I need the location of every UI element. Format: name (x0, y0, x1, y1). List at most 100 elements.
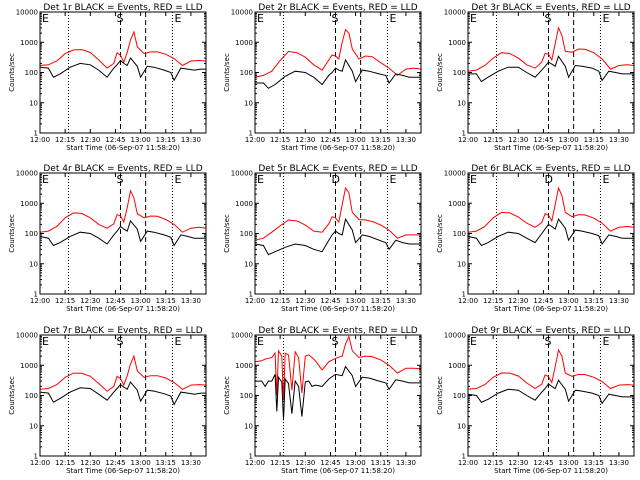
end-marker-label: E (602, 335, 609, 348)
lld-series-line (39, 354, 207, 392)
start-marker-label: E (470, 12, 477, 25)
x-tick-label: 13:15 (371, 136, 391, 144)
y-tick-label: 100 (240, 392, 253, 400)
events-series-line (255, 365, 421, 421)
x-tick-label: 13:00 (131, 297, 151, 305)
x-tick-label: 12:45 (533, 297, 553, 305)
y-tick-label: 1000 (20, 362, 38, 370)
start-marker-label: E (42, 12, 49, 25)
panel-title: Det 6r BLACK = Events, RED = LLD (471, 164, 630, 174)
x-tick-label: 13:15 (156, 136, 176, 144)
y-axis-label: Counts/sec (8, 214, 16, 253)
x-tick-label: 13:00 (346, 136, 366, 144)
plot-frame (39, 172, 207, 295)
x-tick-label: 13:00 (346, 459, 366, 467)
mid-marker-label: S (544, 335, 551, 348)
x-tick-label: 13:00 (346, 297, 366, 305)
x-tick-label: 13:00 (559, 297, 579, 305)
y-tick-label: 1 (34, 291, 38, 299)
x-tick-label: 13:30 (181, 136, 201, 144)
y-axis-label: Counts/sec (436, 214, 444, 253)
y-tick-label: 10000 (231, 9, 253, 17)
x-tick-label: 12:30 (295, 136, 315, 144)
x-axis-label: Start Time (06-Sep-07 11:58:20) (66, 305, 180, 313)
x-tick-label: 12:00 (245, 136, 265, 144)
x-axis-label: Start Time (06-Sep-07 11:58:20) (281, 144, 395, 152)
y-tick-label: 1 (462, 291, 466, 299)
x-tick-label: 12:45 (105, 136, 125, 144)
y-tick-label: 100 (25, 69, 38, 77)
x-tick-label: 13:00 (559, 136, 579, 144)
x-tick-label: 12:45 (320, 297, 340, 305)
x-tick-label: 12:45 (105, 297, 125, 305)
x-tick-label: 13:00 (559, 459, 579, 467)
plot-frame (254, 11, 422, 134)
x-tick-label: 13:30 (609, 459, 629, 467)
x-axis-label: Start Time (06-Sep-07 11:58:20) (281, 305, 395, 313)
x-tick-label: 13:00 (131, 136, 151, 144)
start-marker-label: E (257, 12, 264, 25)
x-axis-label: Start Time (06-Sep-07 11:58:20) (281, 467, 395, 475)
x-tick-label: 13:15 (156, 297, 176, 305)
y-tick-label: 10 (457, 260, 466, 268)
end-marker-label: E (389, 12, 396, 25)
x-tick-label: 12:00 (245, 459, 265, 467)
x-tick-label: 13:30 (181, 459, 201, 467)
y-axis-label: Counts/sec (8, 376, 16, 415)
panel-title: Det 3r BLACK = Events, RED = LLD (471, 3, 630, 13)
events-series-line (39, 219, 206, 247)
y-tick-label: 100 (453, 392, 466, 400)
y-tick-label: 10000 (16, 9, 38, 17)
x-tick-label: 12:15 (55, 136, 75, 144)
y-axis-label: Counts/sec (223, 214, 231, 253)
x-tick-label: 12:15 (483, 459, 503, 467)
end-marker-label: E (602, 12, 609, 25)
events-series-line (468, 55, 634, 83)
start-marker-label: E (257, 335, 264, 348)
start-marker-label: E (42, 335, 49, 348)
y-tick-label: 10000 (444, 332, 466, 340)
y-tick-label: 10 (29, 99, 38, 107)
y-tick-label: 10000 (231, 170, 253, 178)
x-tick-label: 12:15 (55, 459, 75, 467)
y-tick-label: 100 (453, 69, 466, 77)
plot-frame (467, 11, 635, 134)
y-tick-label: 10000 (444, 170, 466, 178)
x-tick-label: 13:30 (609, 297, 629, 305)
x-tick-label: 12:30 (80, 459, 100, 467)
x-tick-label: 13:30 (396, 297, 416, 305)
x-tick-label: 12:45 (320, 459, 340, 467)
x-tick-label: 12:15 (55, 297, 75, 305)
events-series-line (467, 379, 634, 405)
mid-marker-label: D (544, 173, 552, 186)
x-tick-label: 13:15 (371, 297, 391, 305)
y-tick-label: 1000 (235, 200, 253, 208)
x-tick-label: 12:30 (80, 136, 100, 144)
y-tick-label: 1000 (20, 200, 38, 208)
y-tick-label: 1 (249, 453, 253, 461)
y-tick-label: 1 (249, 130, 253, 138)
x-tick-label: 13:30 (181, 297, 201, 305)
x-axis-label: Start Time (06-Sep-07 11:58:20) (494, 144, 608, 152)
y-tick-label: 10 (244, 260, 253, 268)
lld-series-line (39, 30, 207, 69)
y-tick-label: 10 (244, 422, 253, 430)
panel-title: Det 4r BLACK = Events, RED = LLD (43, 164, 202, 174)
mid-marker-label: S (331, 12, 338, 25)
x-tick-label: 13:15 (584, 459, 604, 467)
x-axis-label: Start Time (06-Sep-07 11:58:20) (66, 467, 180, 475)
x-tick-label: 13:00 (131, 459, 151, 467)
plot-frame (467, 172, 635, 295)
x-tick-label: 12:45 (533, 459, 553, 467)
y-tick-label: 1000 (235, 39, 253, 47)
y-tick-label: 1 (249, 291, 253, 299)
y-tick-label: 1000 (448, 362, 466, 370)
x-tick-label: 12:30 (508, 136, 528, 144)
mid-marker-label: D (331, 173, 339, 186)
x-tick-label: 12:15 (483, 297, 503, 305)
panel-title: Det 5r BLACK = Events, RED = LLD (258, 164, 417, 174)
